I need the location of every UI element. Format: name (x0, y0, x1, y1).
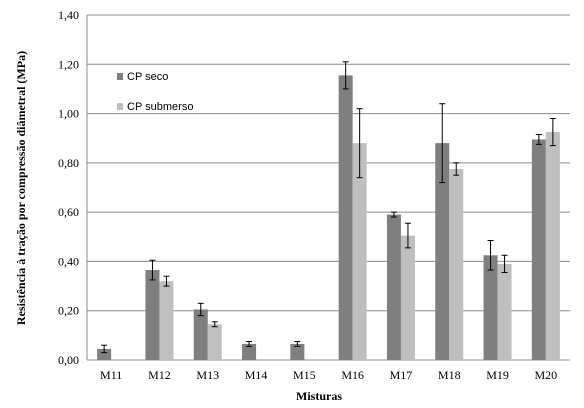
legend-label: CP submerso (127, 101, 193, 113)
bar-cp-seco-m13 (193, 309, 208, 360)
bar-cp-submerso-m19 (497, 263, 512, 360)
legend-swatch (117, 73, 123, 80)
x-tick-label: M12 (148, 368, 171, 382)
x-tick-label: M20 (535, 368, 558, 382)
bar-cp-seco-m20 (531, 139, 546, 360)
x-tick-label: M16 (341, 368, 364, 382)
x-tick-label: M15 (293, 368, 316, 382)
bar-cp-seco-m17 (386, 214, 401, 360)
bar-cp-seco-m11 (97, 348, 112, 360)
y-tick-label: 1,40 (58, 8, 79, 22)
bar-cp-seco-m16 (338, 75, 353, 360)
y-tick-label: 1,00 (58, 107, 79, 121)
legend-swatch (117, 103, 123, 110)
x-tick-label: M11 (100, 368, 122, 382)
bar-cp-seco-m18 (435, 143, 450, 360)
bar-cp-seco-m15 (290, 343, 305, 360)
x-tick-label: M13 (196, 368, 219, 382)
bar-cp-seco-m14 (242, 343, 257, 360)
bar-cp-seco-m19 (483, 255, 498, 360)
legend: CP seco CP submerso (117, 71, 193, 113)
y-axis-title: Resistência à tração por compressão diâm… (14, 51, 28, 325)
bar-cp-submerso-m13 (207, 324, 222, 360)
y-tick-label: 0,40 (58, 254, 79, 268)
y-tick-label: 0,00 (58, 353, 79, 367)
x-tick-label: M14 (245, 368, 268, 382)
y-tick-label: 0,20 (58, 304, 79, 318)
x-tick-label: M19 (486, 368, 509, 382)
bar-cp-submerso-m16 (352, 143, 367, 360)
legend-label: CP seco (127, 71, 168, 83)
bar-cp-seco-m12 (145, 270, 160, 360)
bar-cp-submerso-m12 (159, 281, 174, 360)
x-tick-labels: M11 M12 M13 M14 M15 M16 M17 M18 M19 M20 (100, 368, 557, 382)
x-tick-label: M17 (390, 368, 413, 382)
x-axis-title: Misturas (296, 389, 342, 403)
y-tick-label: 0,80 (58, 156, 79, 170)
y-tick-label: 1,20 (58, 57, 79, 71)
bar-cp-submerso-m17 (400, 235, 415, 360)
error-bars (101, 61, 556, 354)
bars (97, 75, 560, 360)
y-tick-label: 0,60 (58, 205, 79, 219)
bar-cp-submerso-m20 (545, 132, 560, 360)
bar-cp-submerso-m18 (449, 169, 464, 360)
x-tick-label: M18 (438, 368, 461, 382)
y-tick-labels: 0,00 0,20 0,40 0,60 0,80 1,00 1,20 1,40 (58, 8, 79, 367)
